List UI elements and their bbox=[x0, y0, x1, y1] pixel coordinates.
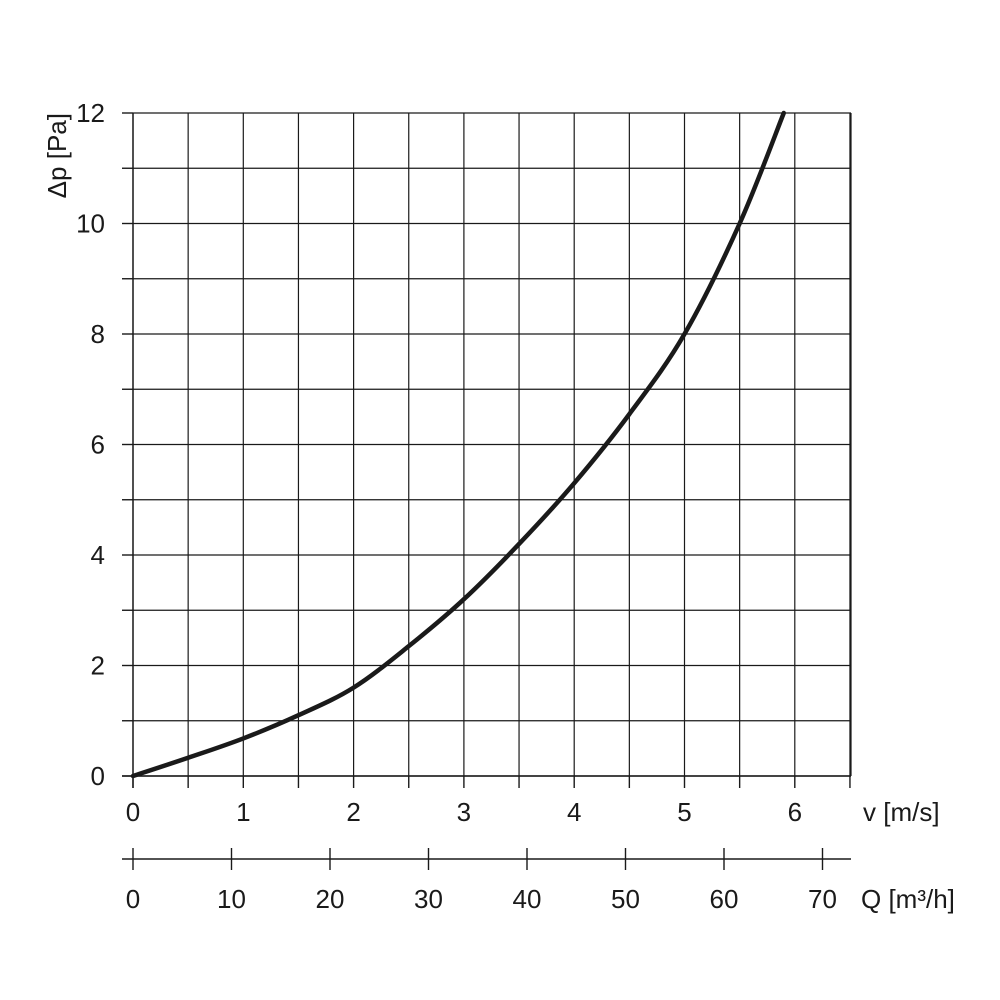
y-tick-label: 4 bbox=[91, 540, 105, 570]
y-tick-label: 0 bbox=[91, 761, 105, 791]
secondary-x-tick-label: 10 bbox=[217, 884, 246, 914]
y-tick-label: 10 bbox=[76, 209, 105, 239]
x-axis-label: v [m/s] bbox=[863, 797, 940, 827]
secondary-x-tick-label: 30 bbox=[414, 884, 443, 914]
secondary-x-tick-label: 20 bbox=[316, 884, 345, 914]
secondary-x-tick-label: 0 bbox=[126, 884, 140, 914]
secondary-x-axis-label: Q [m³/h] bbox=[861, 884, 955, 914]
x-tick-label: 5 bbox=[677, 797, 691, 827]
x-tick-label: 3 bbox=[457, 797, 471, 827]
secondary-x-tick-label: 40 bbox=[513, 884, 542, 914]
secondary-x-tick-label: 70 bbox=[808, 884, 837, 914]
x-tick-label: 0 bbox=[126, 797, 140, 827]
y-axis-label: Δp [Pa] bbox=[42, 113, 72, 198]
series bbox=[130, 110, 787, 779]
x-tick-label: 4 bbox=[567, 797, 581, 827]
x-tick-label: 1 bbox=[236, 797, 250, 827]
y-tick-label: 6 bbox=[91, 430, 105, 460]
x-tick-label: 2 bbox=[346, 797, 360, 827]
secondary-x-tick-label: 50 bbox=[611, 884, 640, 914]
y-tick-label: 2 bbox=[91, 651, 105, 681]
pressure-curve-line bbox=[130, 110, 787, 779]
axes bbox=[122, 113, 851, 860]
x-tick-label: 6 bbox=[788, 797, 802, 827]
y-tick-label: 8 bbox=[91, 319, 105, 349]
secondary-x-tick-label: 60 bbox=[710, 884, 739, 914]
y-tick-label: 12 bbox=[76, 98, 105, 128]
